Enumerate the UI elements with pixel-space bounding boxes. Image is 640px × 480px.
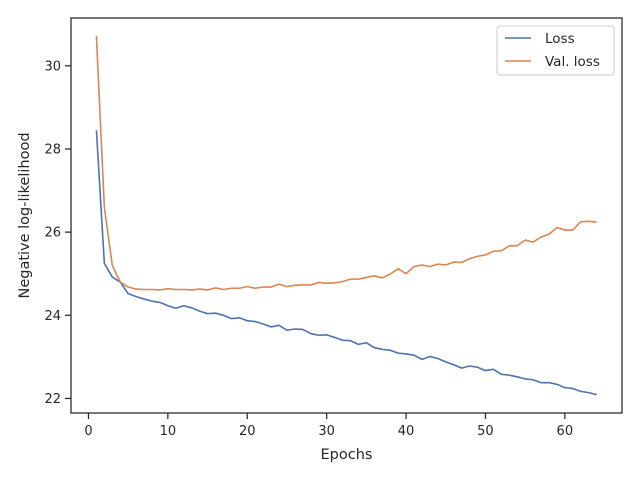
axes-frame (70, 17, 623, 414)
x-tick-label: 10 (160, 424, 177, 439)
series-line-val-loss (95, 35, 597, 291)
y-tick-label: 24 (44, 309, 61, 324)
x-tick-label: 40 (398, 424, 415, 439)
y-tick-label: 22 (44, 392, 61, 407)
legend-label-loss: Loss (545, 31, 575, 47)
y-axis-ticks: 22 24 26 28 30 (44, 59, 71, 407)
legend-label-val-loss: Val. loss (545, 54, 600, 70)
y-tick-label: 30 (44, 59, 61, 74)
x-axis-ticks: 0 10 20 30 40 50 60 (84, 413, 573, 439)
series-layer (95, 35, 597, 396)
x-tick-label: 0 (84, 424, 92, 439)
x-tick-label: 50 (477, 424, 494, 439)
x-tick-label: 30 (318, 424, 335, 439)
series-line-loss (95, 130, 597, 396)
x-axis-label: Epochs (321, 447, 373, 463)
y-axis-label: Negative log-likelihood (17, 132, 33, 298)
y-tick-label: 26 (44, 226, 61, 241)
x-tick-label: 20 (239, 424, 256, 439)
legend: Loss Val. loss (496, 25, 615, 76)
y-tick-label: 28 (44, 142, 61, 157)
x-tick-label: 60 (557, 424, 574, 439)
